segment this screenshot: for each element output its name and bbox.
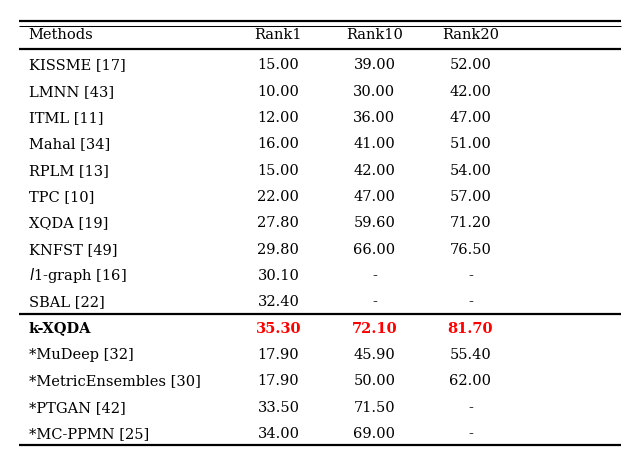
Text: 66.00: 66.00 xyxy=(353,243,396,257)
Text: 39.00: 39.00 xyxy=(353,58,396,72)
Text: 17.90: 17.90 xyxy=(257,348,300,362)
Text: 62.00: 62.00 xyxy=(449,374,492,388)
Text: 41.00: 41.00 xyxy=(353,137,396,151)
Text: 45.90: 45.90 xyxy=(353,348,396,362)
Text: 22.00: 22.00 xyxy=(257,190,300,204)
Text: *MC-PPMN [25]: *MC-PPMN [25] xyxy=(29,427,149,441)
Text: 34.00: 34.00 xyxy=(257,427,300,441)
Text: 55.40: 55.40 xyxy=(449,348,492,362)
Text: -: - xyxy=(468,427,473,441)
Text: KISSME [17]: KISSME [17] xyxy=(29,58,125,72)
Text: 72.10: 72.10 xyxy=(351,322,397,336)
Text: 71.50: 71.50 xyxy=(353,401,396,415)
Text: XQDA [19]: XQDA [19] xyxy=(29,216,108,230)
Text: *MetricEnsembles [30]: *MetricEnsembles [30] xyxy=(29,374,201,388)
Text: *PTGAN [42]: *PTGAN [42] xyxy=(29,401,125,415)
Text: 29.80: 29.80 xyxy=(257,243,300,257)
Text: 27.80: 27.80 xyxy=(257,216,300,230)
Text: 32.40: 32.40 xyxy=(257,295,300,309)
Text: 57.00: 57.00 xyxy=(449,190,492,204)
Text: -: - xyxy=(372,269,377,283)
Text: Rank20: Rank20 xyxy=(442,28,499,42)
Text: 17.90: 17.90 xyxy=(257,374,300,388)
Text: 76.50: 76.50 xyxy=(449,243,492,257)
Text: 71.20: 71.20 xyxy=(449,216,492,230)
Text: -: - xyxy=(468,401,473,415)
Text: KNFST [49]: KNFST [49] xyxy=(29,243,117,257)
Text: -: - xyxy=(372,295,377,309)
Text: 52.00: 52.00 xyxy=(449,58,492,72)
Text: 59.60: 59.60 xyxy=(353,216,396,230)
Text: k-XQDA: k-XQDA xyxy=(29,322,92,336)
Text: 42.00: 42.00 xyxy=(449,85,492,99)
Text: RPLM [13]: RPLM [13] xyxy=(29,164,109,178)
Text: Mahal [34]: Mahal [34] xyxy=(29,137,110,151)
Text: LMNN [43]: LMNN [43] xyxy=(29,85,114,99)
Text: 81.70: 81.70 xyxy=(447,322,493,336)
Text: 47.00: 47.00 xyxy=(449,111,492,125)
Text: 15.00: 15.00 xyxy=(257,164,300,178)
Text: ITML [11]: ITML [11] xyxy=(29,111,103,125)
Text: 54.00: 54.00 xyxy=(449,164,492,178)
Text: *MuDeep [32]: *MuDeep [32] xyxy=(29,348,134,362)
Text: Methods: Methods xyxy=(29,28,93,42)
Text: 69.00: 69.00 xyxy=(353,427,396,441)
Text: 33.50: 33.50 xyxy=(257,401,300,415)
Text: 15.00: 15.00 xyxy=(257,58,300,72)
Text: 47.00: 47.00 xyxy=(353,190,396,204)
Text: 10.00: 10.00 xyxy=(257,85,300,99)
Text: 12.00: 12.00 xyxy=(257,111,300,125)
Text: 51.00: 51.00 xyxy=(449,137,492,151)
Text: SBAL [22]: SBAL [22] xyxy=(29,295,104,309)
Text: 36.00: 36.00 xyxy=(353,111,396,125)
Text: $\it{l}$1-graph [16]: $\it{l}$1-graph [16] xyxy=(29,267,127,286)
Text: -: - xyxy=(468,295,473,309)
Text: 30.00: 30.00 xyxy=(353,85,396,99)
Text: 16.00: 16.00 xyxy=(257,137,300,151)
Text: TPC [10]: TPC [10] xyxy=(29,190,94,204)
Text: -: - xyxy=(468,269,473,283)
Text: 30.10: 30.10 xyxy=(257,269,300,283)
Text: 35.30: 35.30 xyxy=(255,322,301,336)
Text: 50.00: 50.00 xyxy=(353,374,396,388)
Text: Rank10: Rank10 xyxy=(346,28,403,42)
Text: 42.00: 42.00 xyxy=(353,164,396,178)
Text: Rank1: Rank1 xyxy=(255,28,302,42)
